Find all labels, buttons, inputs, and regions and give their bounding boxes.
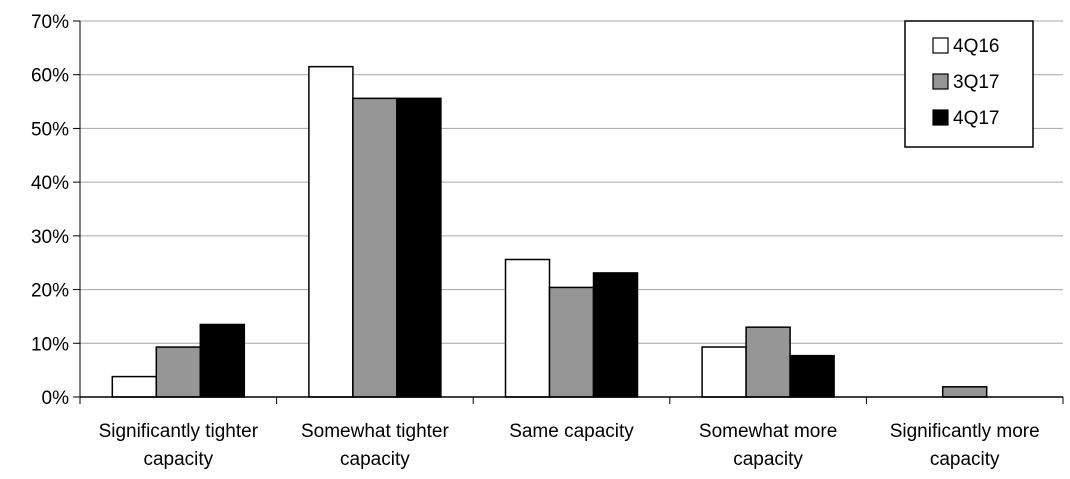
x-tick-label: Somewhat more capacity xyxy=(699,421,837,470)
y-tick-label: 40% xyxy=(31,173,69,194)
bar-3q17 xyxy=(548,286,595,398)
legend-label-4q17: 4Q17 xyxy=(953,108,999,129)
y-tick-label: 10% xyxy=(31,334,69,355)
legend-swatch-4q17 xyxy=(932,109,949,126)
y-axis: 0% 10% 20% 30% 40% 50% 60% 70% xyxy=(31,12,81,409)
legend: 4Q16 3Q17 4Q17 xyxy=(904,20,1034,148)
bar-3q17 xyxy=(745,326,791,398)
gridlines xyxy=(80,20,1063,344)
x-tick-label: Somewhat tighter capacity xyxy=(301,421,450,470)
bar-3q17 xyxy=(352,97,398,398)
bar-4q17 xyxy=(789,354,835,398)
bar-4q17 xyxy=(199,323,246,398)
y-tick-label: 30% xyxy=(31,227,69,248)
x-tick-label: Significantly more capacity xyxy=(890,421,1040,470)
bar-3q17 xyxy=(155,346,202,398)
y-tick-label: 0% xyxy=(42,388,70,409)
legend-label-4q16: 4Q16 xyxy=(953,36,999,57)
legend-box xyxy=(904,20,1034,148)
y-tick-label: 60% xyxy=(31,66,69,87)
bar-4q16 xyxy=(701,346,747,398)
bar-4q17 xyxy=(396,97,442,398)
y-tick-label: 50% xyxy=(31,119,69,140)
x-tick-label: Significantly tighter capacity xyxy=(99,421,259,470)
bar-4q16 xyxy=(308,65,354,398)
y-tick-label: 20% xyxy=(31,281,69,302)
x-axis: Significantly tighter capacity Somewhat ti… xyxy=(79,396,1064,470)
bar-4q16 xyxy=(111,375,158,398)
legend-label-3q17: 3Q17 xyxy=(953,72,999,93)
bar-4q16 xyxy=(504,258,551,398)
bar-3q17 xyxy=(941,386,988,398)
legend-swatch-3q17 xyxy=(932,73,949,90)
y-tick-label: 70% xyxy=(31,12,69,33)
bar-4q17 xyxy=(592,272,639,398)
x-tick-label: Same capacity xyxy=(509,421,634,442)
bars xyxy=(111,65,988,398)
legend-swatch-4q16 xyxy=(932,37,949,54)
